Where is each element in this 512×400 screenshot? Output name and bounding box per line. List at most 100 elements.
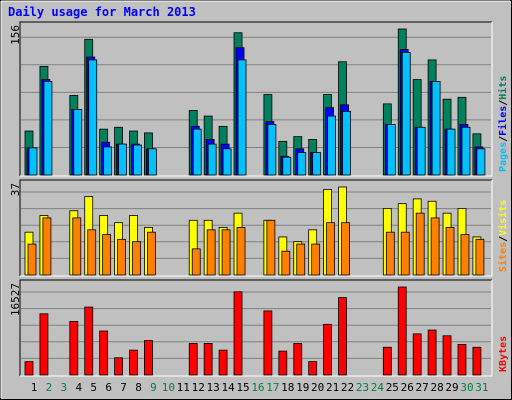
x-tick-label: 15 xyxy=(236,381,249,394)
bar xyxy=(457,343,467,376)
bar xyxy=(427,329,437,376)
bar xyxy=(415,212,425,276)
bar xyxy=(342,110,351,176)
panel-bevel xyxy=(20,22,493,177)
legend-entry: Pages xyxy=(498,142,509,172)
bar xyxy=(446,128,456,176)
bar xyxy=(118,143,127,176)
panel-bevel xyxy=(19,279,492,376)
bar xyxy=(263,310,273,376)
bar xyxy=(28,147,38,176)
x-tick-label: 11 xyxy=(177,381,190,394)
bar xyxy=(237,59,247,176)
x-tick-label: 2 xyxy=(46,381,53,394)
x-tick-label: 27 xyxy=(416,381,429,394)
bar xyxy=(297,152,307,176)
bar xyxy=(24,361,34,376)
legend-entry: Sites xyxy=(497,242,509,272)
bar xyxy=(430,217,440,276)
bar xyxy=(267,124,277,176)
legend-entry: Files xyxy=(497,106,509,136)
x-tick-label: 16 xyxy=(251,381,264,394)
bar xyxy=(39,313,49,376)
legend: KBytes xyxy=(498,336,509,372)
bar xyxy=(472,346,482,376)
bar xyxy=(221,229,231,276)
x-tick-label: 19 xyxy=(296,381,309,394)
x-tick-label: 22 xyxy=(341,381,354,394)
legend-entry: KBytes xyxy=(498,336,509,372)
bar xyxy=(442,335,452,376)
bar xyxy=(386,124,396,176)
bar xyxy=(445,227,455,276)
bar xyxy=(144,340,153,376)
bar xyxy=(476,148,486,176)
bar xyxy=(69,321,79,376)
x-tick-label: 8 xyxy=(135,381,142,394)
bar xyxy=(460,234,470,276)
bar xyxy=(72,217,82,276)
x-tick-label: 9 xyxy=(150,381,157,394)
bar xyxy=(416,126,426,176)
bar xyxy=(203,343,213,376)
bar xyxy=(188,343,198,376)
bar xyxy=(192,128,202,176)
bar xyxy=(282,156,292,176)
bar xyxy=(222,148,232,176)
legend-separator: / xyxy=(498,136,509,142)
bar xyxy=(385,231,395,276)
bar xyxy=(218,349,228,376)
x-tick-label: 10 xyxy=(162,381,175,394)
bar xyxy=(27,243,37,276)
x-tick-label: 6 xyxy=(105,381,112,394)
x-tick-label: 1 xyxy=(31,381,38,394)
bar xyxy=(461,126,471,176)
x-tick-label: 26 xyxy=(401,381,414,394)
bar xyxy=(296,243,306,276)
x-tick-label: 17 xyxy=(266,381,279,394)
y-max-label: 156 xyxy=(9,25,22,45)
panel-bevel xyxy=(20,180,493,277)
bar xyxy=(341,222,350,276)
bar xyxy=(87,229,97,276)
x-tick-label: 20 xyxy=(311,381,324,394)
x-tick-label: 12 xyxy=(192,381,205,394)
x-tick-label: 5 xyxy=(90,381,97,394)
bar xyxy=(382,346,392,376)
legend: Sites/Visits xyxy=(497,200,509,272)
panel-bevel xyxy=(19,21,492,176)
bar xyxy=(206,229,216,276)
legend-entry: Hits xyxy=(497,76,509,100)
bar xyxy=(327,115,337,176)
bar xyxy=(147,231,156,276)
bar xyxy=(236,227,246,276)
x-tick-label: 4 xyxy=(75,381,82,394)
x-tick-label: 23 xyxy=(356,381,369,394)
bar xyxy=(132,241,141,276)
bar xyxy=(148,148,157,176)
panel-bevel xyxy=(20,280,493,377)
x-tick-label: 30 xyxy=(460,381,473,394)
bar xyxy=(412,333,422,376)
legend-entry: Visits xyxy=(497,200,509,236)
y-max-label: 16527 xyxy=(9,283,22,316)
x-tick-label: 18 xyxy=(281,381,294,394)
bar xyxy=(117,238,126,276)
bar xyxy=(266,219,276,276)
panel-bevel xyxy=(19,179,492,276)
x-tick-label: 28 xyxy=(430,381,443,394)
bar xyxy=(99,330,109,376)
x-tick-label: 3 xyxy=(61,381,68,394)
bar xyxy=(278,350,288,376)
x-tick-label: 13 xyxy=(207,381,220,394)
bar xyxy=(326,222,336,276)
legend-separator: / xyxy=(498,236,509,242)
bar xyxy=(42,217,52,276)
bar xyxy=(129,349,138,376)
bar xyxy=(431,81,441,176)
chart-title: Daily usage for March 2013 xyxy=(8,5,196,19)
bar xyxy=(401,51,411,176)
legend-separator: / xyxy=(498,100,509,106)
bar xyxy=(73,109,83,176)
